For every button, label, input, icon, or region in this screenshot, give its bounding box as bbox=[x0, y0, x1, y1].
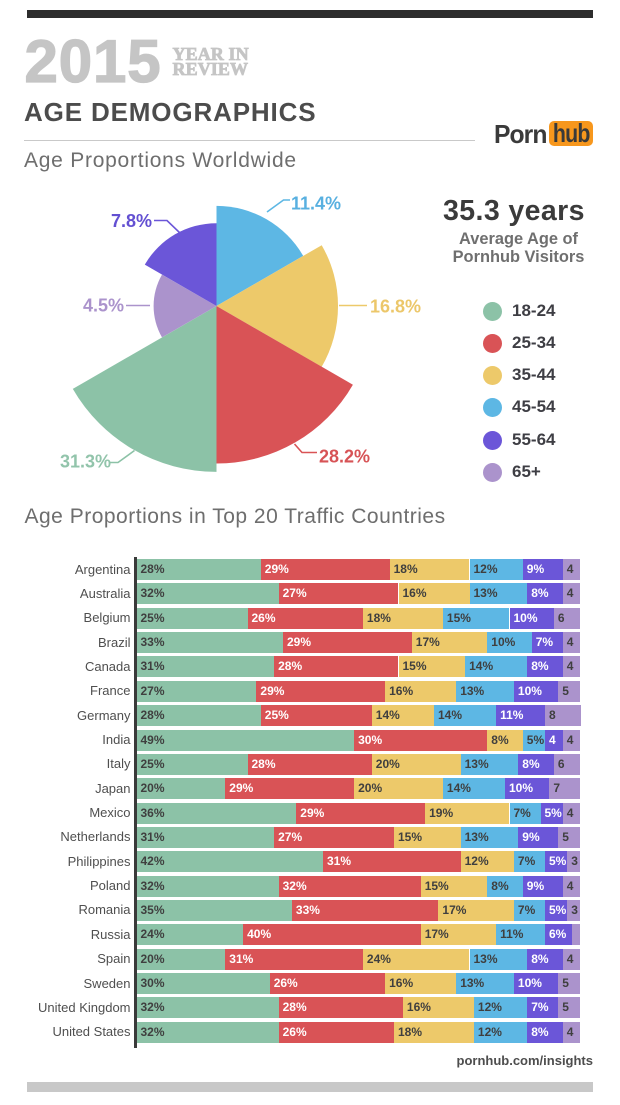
svg-text:11.4%: 11.4% bbox=[291, 194, 341, 214]
svg-text:28.2%: 28.2% bbox=[319, 447, 370, 467]
svg-text:7.8%: 7.8% bbox=[111, 211, 152, 231]
svg-text:4.5%: 4.5% bbox=[83, 296, 124, 316]
svg-text:31.3%: 31.3% bbox=[60, 452, 111, 472]
svg-text:16.8%: 16.8% bbox=[370, 297, 421, 317]
